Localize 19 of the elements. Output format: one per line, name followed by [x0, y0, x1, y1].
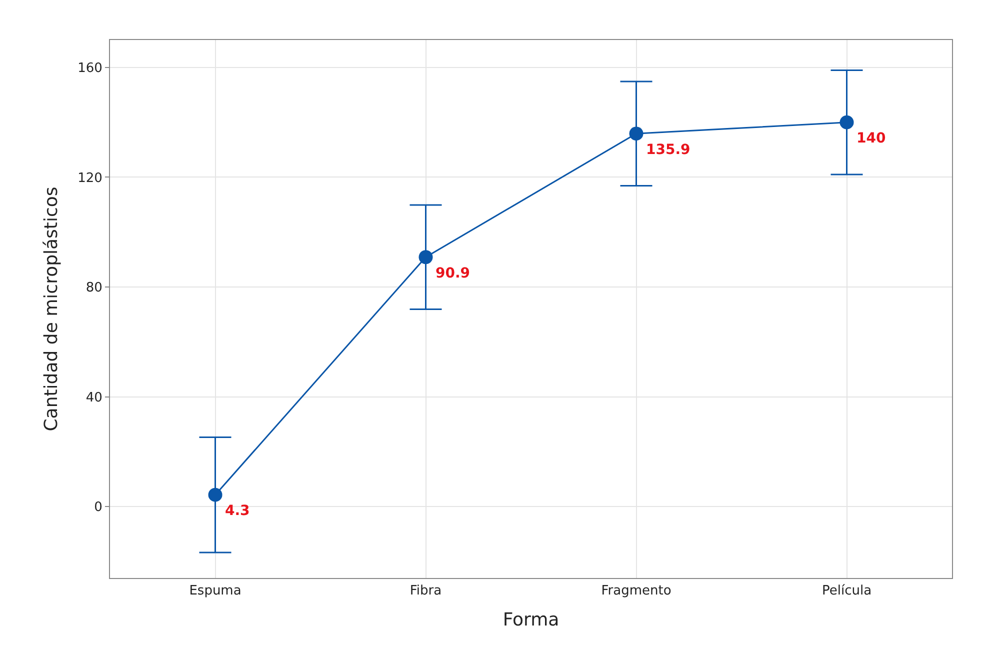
x-tick-label: Fibra [410, 584, 442, 599]
x-tick-label: Película [822, 584, 872, 599]
point [629, 126, 644, 141]
data-label: 4.3 [225, 503, 250, 520]
x-axis-title: Forma [502, 610, 560, 631]
y-axis-title: Cantidad de microplásticos [40, 186, 62, 432]
y-tick-label: 80 [86, 280, 102, 296]
y-tick-label: 120 [78, 170, 102, 186]
y-tick-label: 40 [86, 390, 102, 406]
x-tick-label: Fragmento [601, 584, 672, 599]
data-label: 90.9 [436, 265, 470, 282]
point [208, 488, 222, 502]
data-label: 140 [856, 130, 886, 147]
y-tick-label: 160 [78, 61, 102, 76]
point [840, 115, 854, 130]
y-tick-label: 0 [94, 500, 102, 516]
point [418, 250, 433, 264]
data-label: 135.9 [646, 142, 690, 158]
x-tick-label: Espuma [189, 584, 242, 599]
